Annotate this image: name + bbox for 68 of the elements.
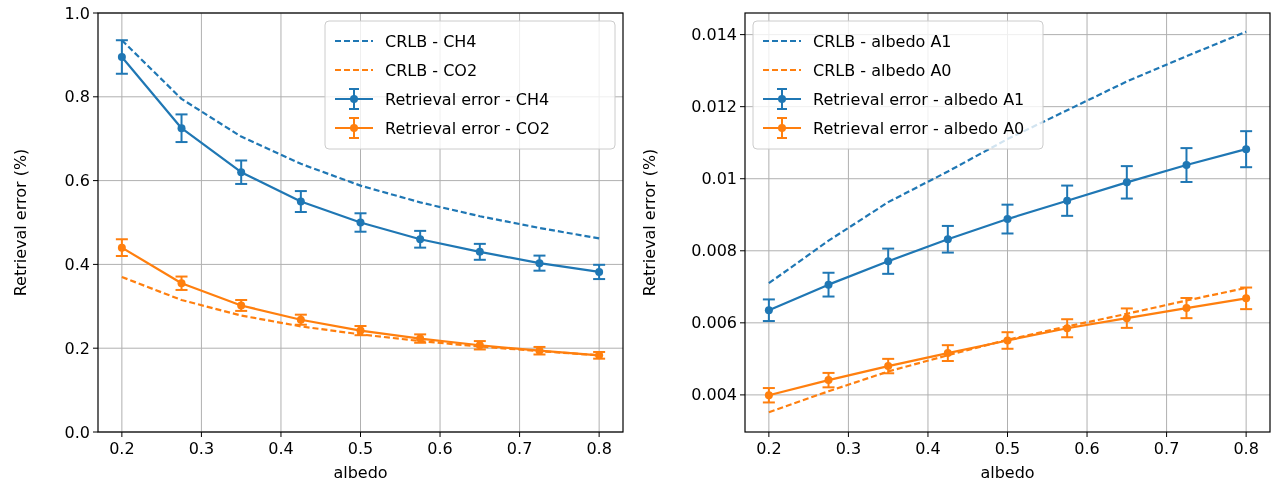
y-tick-label: 0.008 [691, 241, 737, 261]
point [237, 168, 246, 177]
point [1242, 294, 1251, 303]
point [535, 259, 544, 268]
x-tick-label: 0.2 [109, 439, 135, 458]
y-tick-label: 0.012 [691, 97, 737, 117]
legend-label: Retrieval error - albedo A1 [813, 89, 1025, 109]
point [1122, 314, 1131, 323]
x-tick-label: 0.7 [506, 439, 533, 458]
x-tick-label: 0.7 [1153, 439, 1180, 458]
x-tick-label: 0.3 [835, 439, 862, 458]
legend-label: CRLB - albedo A1 [813, 31, 952, 51]
point [764, 306, 773, 315]
y-tick-label: 0.004 [691, 385, 737, 405]
line-series [767, 30, 1248, 285]
y-tick-label: 0.01 [701, 169, 737, 189]
point [884, 257, 893, 266]
point [356, 218, 365, 227]
point [1122, 178, 1131, 187]
y-axis-title: Retrieval error (%) [640, 148, 659, 297]
legend-label: Retrieval error - CH4 [385, 89, 550, 109]
y-tick-label: 0.6 [64, 171, 90, 191]
y-tick-label: 0.006 [691, 313, 737, 333]
point [1063, 324, 1072, 333]
legend-label: CRLB - CH4 [385, 31, 477, 51]
y-tick-label: 0.0 [64, 422, 90, 442]
y-tick-label: 0.8 [64, 87, 90, 107]
legend-label: CRLB - CO2 [385, 60, 478, 80]
y-tick-label: 0.2 [64, 338, 90, 358]
x-axis-title: albedo [980, 463, 1035, 482]
x-tick-label: 0.5 [994, 439, 1021, 458]
point [117, 53, 126, 61]
legend-label: Retrieval error - albedo A0 [813, 118, 1025, 138]
x-tick-label: 0.4 [268, 439, 294, 458]
point [416, 235, 425, 244]
x-tick-label: 0.4 [915, 439, 941, 458]
point [824, 376, 833, 385]
point [1003, 336, 1012, 345]
point [1182, 304, 1191, 313]
x-tick-label: 0.8 [586, 439, 612, 458]
point [824, 280, 833, 289]
x-tick-label: 0.6 [427, 439, 453, 458]
x-tick-label: 0.5 [347, 439, 374, 458]
point [884, 362, 893, 371]
point [1063, 196, 1072, 205]
point [764, 391, 773, 400]
x-tick-label: 0.6 [1074, 439, 1100, 458]
point [177, 124, 186, 133]
x-tick-label: 0.3 [188, 439, 215, 458]
point [177, 279, 186, 288]
point [117, 243, 126, 252]
y-tick-label: 0.014 [691, 25, 737, 45]
point [1182, 161, 1191, 170]
point [296, 197, 305, 206]
x-tick-label: 0.8 [1233, 439, 1259, 458]
point [943, 235, 952, 244]
legend-label: CRLB - albedo A0 [813, 60, 952, 80]
point [595, 267, 604, 276]
y-tick-label: 0.4 [64, 255, 90, 274]
point [1242, 145, 1251, 154]
y-axis-title: Retrieval error (%) [11, 148, 30, 297]
point [1003, 215, 1012, 224]
x-tick-label: 0.2 [756, 439, 782, 458]
point [943, 349, 952, 358]
point [475, 247, 484, 256]
legend-label: Retrieval error - CO2 [385, 118, 550, 138]
y-tick-label: 1.0 [64, 3, 90, 23]
x-axis-title: albedo [333, 463, 388, 482]
